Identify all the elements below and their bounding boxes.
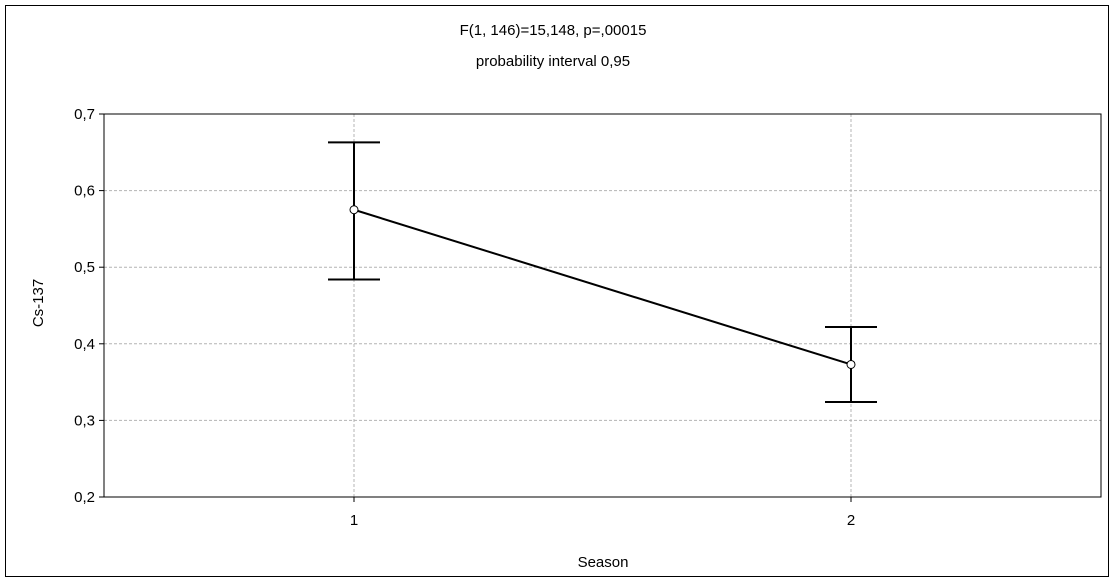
data-point (349, 205, 359, 215)
y-tick-label: 0,2 (74, 489, 95, 506)
series-line (353, 208, 852, 366)
data-point (846, 359, 856, 369)
axes (103, 113, 1102, 498)
x-tick-label: 2 (847, 512, 855, 529)
y-axis-label: Cs-137 (30, 279, 47, 327)
y-tick-label: 0,5 (74, 259, 95, 276)
y-tick-label: 0,7 (74, 106, 95, 123)
grid-lines (104, 114, 1101, 497)
y-tick-label: 0,6 (74, 183, 95, 200)
x-tick-label: 1 (350, 512, 358, 529)
chart-title: F(1, 146)=15,148, p=,00015 (460, 22, 647, 39)
plot-area-border (103, 113, 1102, 498)
y-tick-label: 0,4 (74, 336, 95, 353)
chart-subtitle: probability interval 0,95 (476, 53, 630, 70)
chart-frame: F(1, 146)=15,148, p=,00015 probability i… (5, 5, 1109, 577)
y-tick-label: 0,3 (74, 412, 95, 429)
series (328, 141, 877, 404)
chart: F(1, 146)=15,148, p=,00015 probability i… (30, 22, 1102, 571)
y-axis-ticks: 0,2 0,3 0,4 0,5 0,6 0,7 (74, 106, 104, 506)
x-axis-label: Season (578, 554, 629, 571)
